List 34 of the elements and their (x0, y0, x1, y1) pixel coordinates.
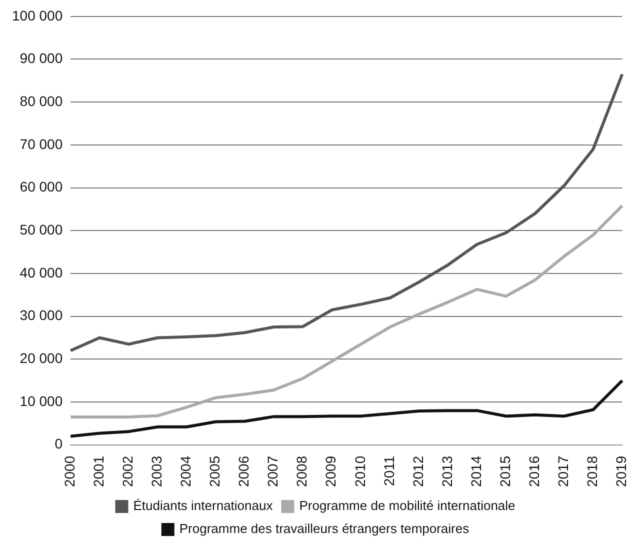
x-tick-label: 2011 (380, 456, 397, 486)
x-tick-label: 2005 (206, 456, 223, 488)
y-tick-label: 10 000 (20, 392, 63, 409)
x-tick-label: 2008 (294, 456, 310, 488)
x-tick-label: 2014 (468, 456, 484, 488)
x-tick-label: 2002 (120, 456, 136, 488)
y-tick-label: 70 000 (20, 136, 63, 152)
x-tick-label: 2006 (236, 456, 252, 488)
x-tick-label: 2007 (264, 456, 281, 488)
x-tick-label: 2018 (584, 456, 600, 488)
y-tick-label: 50 000 (20, 221, 63, 238)
x-tick-label: 2019 (613, 456, 630, 488)
y-tick-label: 100 000 (12, 7, 63, 24)
y-tick-label: 80 000 (20, 92, 63, 109)
x-tick-label: 2001 (90, 456, 106, 488)
x-tick-label: 2009 (322, 456, 339, 488)
y-tick-label: 40 000 (20, 264, 63, 280)
y-tick-label: 60 000 (20, 178, 63, 195)
x-tick-label: 2013 (438, 456, 455, 488)
y-tick-label: 30 000 (20, 307, 63, 324)
y-tick-label: 20 000 (20, 350, 63, 366)
legend-label: Programme des travailleurs étrangers temporaires (179, 521, 470, 536)
x-tick-label: 2004 (178, 456, 194, 488)
x-tick-label: 2010 (352, 456, 368, 488)
legend-label: Étudiants internationaux (133, 498, 274, 514)
x-tick-label: 2000 (61, 456, 78, 488)
y-tick-label: 90 000 (20, 50, 63, 66)
x-tick-label: 2012 (410, 456, 426, 488)
x-tick-label: 2016 (526, 456, 542, 488)
legend-label: Programme de mobilité internationale (299, 498, 516, 514)
y-tick-label: 0 (54, 436, 63, 452)
x-tick-label: 2017 (554, 456, 571, 488)
x-tick-label: 2003 (148, 456, 165, 488)
x-tick-label: 2015 (496, 456, 513, 488)
